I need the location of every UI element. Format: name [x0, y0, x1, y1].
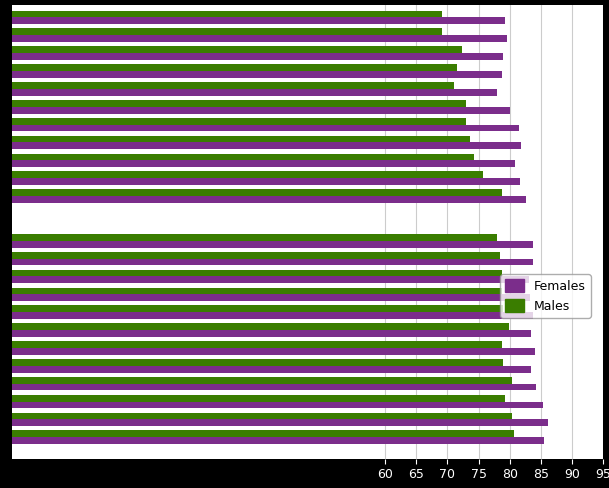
Bar [12, 366, 531, 373]
Bar [12, 270, 502, 277]
Bar [12, 259, 533, 265]
Bar [12, 136, 471, 142]
Bar [12, 437, 544, 444]
Bar [12, 395, 505, 402]
Bar [12, 348, 535, 355]
Bar [12, 430, 514, 437]
Bar [12, 330, 532, 337]
Bar [12, 305, 503, 312]
Bar [12, 28, 443, 35]
Bar [12, 413, 512, 419]
Bar [12, 312, 533, 319]
Bar [12, 402, 543, 408]
Bar [12, 89, 497, 96]
Bar [12, 11, 442, 18]
Bar [12, 161, 515, 167]
Bar [12, 252, 500, 259]
Bar [12, 53, 504, 60]
Bar [12, 287, 502, 294]
Bar [12, 234, 496, 241]
Legend: Females, Males: Females, Males [500, 274, 591, 318]
Bar [12, 71, 502, 78]
Bar [12, 118, 466, 124]
Bar [12, 154, 474, 161]
Bar [12, 196, 526, 203]
Bar [12, 107, 510, 114]
Bar [12, 323, 509, 330]
Bar [12, 341, 502, 348]
Bar [12, 189, 502, 196]
Bar [12, 241, 533, 247]
Bar [12, 64, 457, 71]
Bar [12, 100, 466, 107]
Bar [12, 18, 505, 24]
Bar [12, 171, 483, 178]
Bar [12, 384, 536, 390]
Bar [12, 359, 504, 366]
Bar [12, 142, 521, 149]
Bar [12, 294, 530, 301]
Bar [12, 124, 519, 131]
Bar [12, 35, 507, 42]
Bar [12, 277, 529, 283]
Bar [12, 46, 462, 53]
Bar [12, 419, 548, 426]
Bar [12, 82, 454, 89]
Bar [12, 377, 512, 384]
Bar [12, 178, 520, 185]
